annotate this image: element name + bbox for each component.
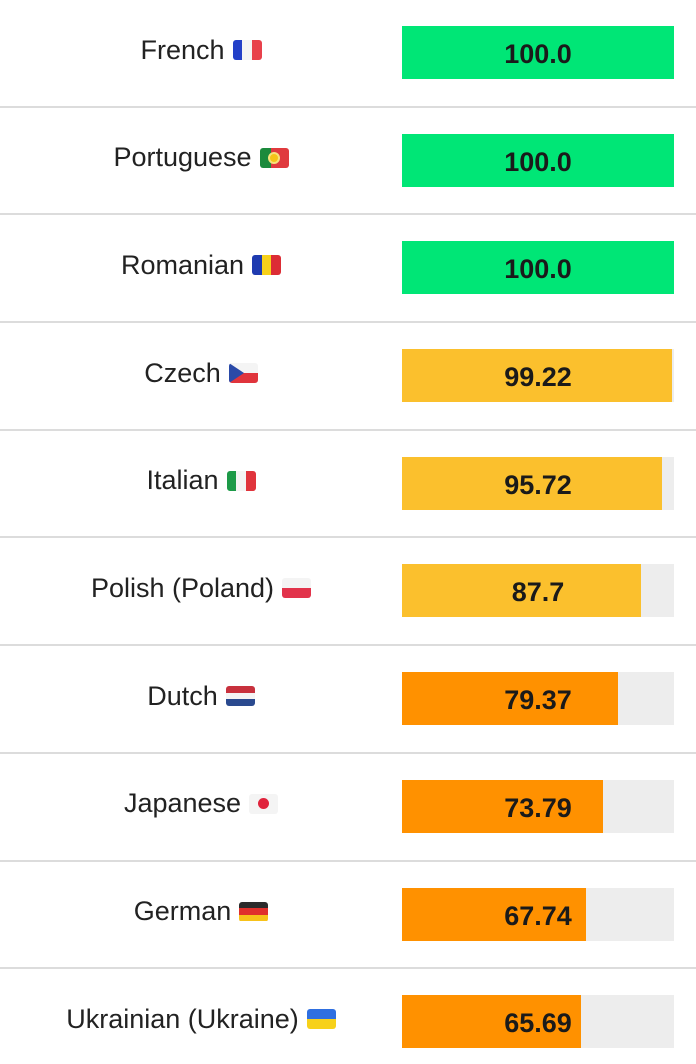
- progress-fill: [402, 26, 674, 79]
- language-cell: Japanese: [0, 754, 402, 854]
- table-row: Romanian 100.0: [0, 215, 696, 324]
- progress-fill: [402, 564, 641, 618]
- progress-bar: 100.0: [402, 133, 674, 187]
- france-flag-icon: [232, 40, 262, 60]
- progress-fill: [402, 779, 603, 833]
- poland-flag-icon: [282, 578, 312, 599]
- language-name: Czech: [144, 357, 221, 388]
- language-cell: German: [0, 862, 402, 962]
- language-name: Romanian: [120, 249, 245, 280]
- progress-fill: [402, 456, 663, 510]
- table-row: Ukrainian (Ukraine) 65.69: [0, 969, 696, 1064]
- progress-fill: [402, 887, 587, 941]
- progress-bar: 100.0: [402, 26, 674, 79]
- language-cell: Ukrainian (Ukraine): [0, 969, 402, 1064]
- progress-bar: 99.22: [402, 349, 674, 403]
- language-name: Japanese: [123, 788, 242, 819]
- progress-value: 65.69: [504, 1008, 572, 1039]
- germany-flag-icon: [239, 901, 269, 922]
- language-name: Italian: [146, 465, 219, 496]
- progress-value: 100.0: [504, 39, 572, 69]
- language-name: French: [140, 34, 225, 65]
- netherlands-flag-icon: [225, 686, 255, 707]
- czech-flag-icon: [228, 363, 258, 384]
- language-name: German: [133, 896, 232, 926]
- language-cell: Romanian: [0, 215, 402, 315]
- progress-value: 95.72: [504, 469, 572, 500]
- table-row: Polish (Poland) 87.7: [0, 538, 696, 647]
- japan-flag-icon: [249, 793, 279, 814]
- language-cell: French: [0, 0, 402, 100]
- italy-flag-icon: [226, 470, 256, 491]
- progress-bar: 87.7: [402, 564, 674, 618]
- language-name: Portuguese: [113, 142, 252, 173]
- progress-value: 73.79: [504, 792, 572, 823]
- progress-fill: [402, 133, 674, 187]
- progress-value: 79.37: [504, 685, 572, 716]
- progress-fill: [402, 672, 618, 726]
- language-cell: Dutch: [0, 646, 402, 746]
- table-row: Italian 95.72: [0, 431, 696, 539]
- progress-bar: 95.72: [402, 456, 674, 510]
- progress-value: 67.74: [504, 900, 572, 931]
- table-row: French 100.0: [0, 0, 696, 108]
- romania-flag-icon: [252, 255, 282, 276]
- progress-bar: 67.74: [402, 887, 674, 941]
- progress-value: 100.0: [504, 146, 572, 177]
- language-name: Dutch: [147, 680, 218, 711]
- table-row: Portuguese 100.0: [0, 108, 696, 216]
- language-cell: Portuguese: [0, 108, 402, 208]
- progress-bar: 65.69: [402, 995, 674, 1049]
- table-row: German 67.74: [0, 862, 696, 970]
- table-row: Japanese 73.79: [0, 754, 696, 862]
- progress-bar: 100.0: [402, 241, 674, 295]
- progress-bar: 73.79: [402, 779, 674, 833]
- ukraine-flag-icon: [306, 1009, 336, 1030]
- progress-bar: 79.37: [402, 672, 674, 726]
- progress-fill: [402, 995, 581, 1049]
- table-row: Czech 99.22: [0, 323, 696, 431]
- language-cell: Czech: [0, 323, 402, 423]
- language-name: Ukrainian (Ukraine): [66, 1003, 299, 1034]
- table-row: Dutch 79.37: [0, 646, 696, 754]
- language-cell: Italian: [0, 431, 402, 531]
- progress-fill: [402, 241, 674, 295]
- progress-value: 100.0: [504, 254, 572, 285]
- progress-fill: [402, 349, 672, 403]
- progress-value: 87.7: [511, 577, 565, 608]
- progress-value: 99.22: [504, 362, 572, 393]
- language-cell: Polish (Poland): [0, 538, 402, 638]
- language-name: Polish (Poland): [90, 572, 275, 603]
- portugal-flag-icon: [259, 147, 289, 168]
